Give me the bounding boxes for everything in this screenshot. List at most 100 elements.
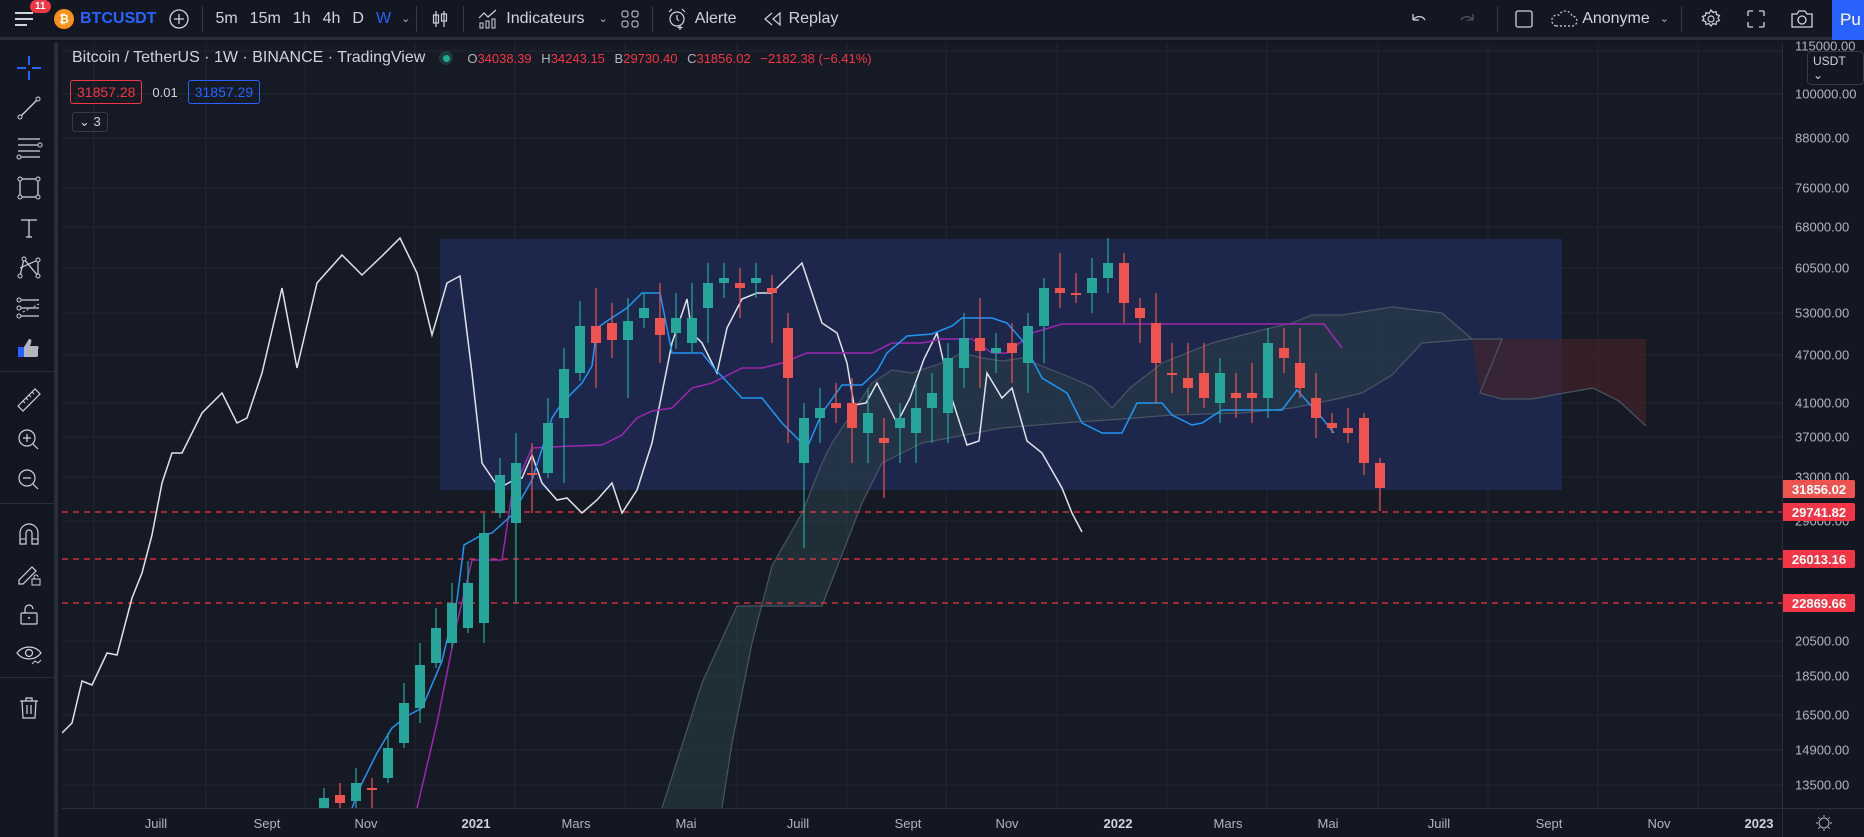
forecast-icon: [16, 297, 40, 319]
price-axis-label: 115000.00: [1795, 38, 1856, 54]
cloud-icon: [1551, 9, 1578, 27]
magnet-tool[interactable]: [12, 517, 46, 551]
chevron-down-icon[interactable]: ⌄: [401, 13, 411, 25]
separator: [416, 5, 418, 32]
price-axis-label: 41000.00: [1795, 395, 1850, 411]
grid-layout-icon: [621, 10, 639, 27]
horizontal-lines-icon: [16, 138, 43, 160]
remove-drawings[interactable]: [12, 691, 46, 725]
eye-icon: [16, 646, 42, 665]
level-price-tag: 26013.16: [1783, 550, 1855, 568]
level-price-tag: 29741.82: [1783, 503, 1855, 521]
square-icon: [1515, 9, 1533, 28]
chevron-down-icon: ⌄: [1813, 68, 1824, 82]
time-axis-label: Nov: [354, 816, 378, 831]
bitcoin-logo-icon: ₿: [54, 8, 74, 29]
time-axis-label: Mars: [561, 816, 591, 831]
buy-price-button[interactable]: 31857.29: [187, 80, 261, 104]
gear-icon: [1701, 8, 1721, 27]
chart-settings-corner[interactable]: [1782, 808, 1864, 837]
ruler-icon: [17, 388, 41, 412]
interval-w[interactable]: W: [375, 9, 392, 27]
compare-symbol-button[interactable]: [162, 0, 196, 39]
undo-icon: [1412, 13, 1426, 21]
separator: [1497, 5, 1499, 32]
chart-legend: Bitcoin / TetherUS · 1W · BINANCE · Trad…: [72, 49, 878, 67]
price-axis-label: 53000.00: [1795, 305, 1850, 321]
chart-pane[interactable]: Bitcoin / TetherUS · 1W · BINANCE · Trad…: [62, 43, 1782, 808]
fullscreen-button[interactable]: [1734, 0, 1778, 39]
prediction-tool[interactable]: [12, 291, 46, 325]
separator: [1681, 5, 1682, 32]
undo-button[interactable]: [1395, 0, 1443, 39]
zoom-out-tool[interactable]: [12, 463, 46, 497]
time-axis-label: 2022: [1103, 816, 1133, 831]
price-axis-label: 88000.00: [1795, 130, 1850, 146]
zoom-in-tool[interactable]: [12, 423, 46, 457]
price-axis[interactable]: 115000.00 100000.00 88000.00 76000.00 68000.…: [1782, 39, 1864, 808]
price-axis-label: 60500.00: [1795, 260, 1850, 276]
measure-tool[interactable]: [12, 383, 46, 417]
layouts-button[interactable]: [614, 0, 646, 39]
time-axis-label: Nov: [995, 816, 1019, 831]
sell-price-button[interactable]: 31857.28: [70, 80, 143, 104]
camera-icon: [1791, 9, 1813, 28]
lock-all-drawings[interactable]: [12, 597, 46, 631]
interval-1h[interactable]: 1h: [292, 9, 311, 27]
thumbs-up-icon: [18, 339, 39, 357]
screenshot-button[interactable]: [1778, 0, 1826, 39]
symbol-name: BTCUSDT: [80, 9, 157, 27]
market-open-indicator: [439, 51, 454, 65]
chart-type-button[interactable]: [423, 0, 457, 39]
level-price-tag: 22869.66: [1783, 594, 1855, 612]
trend-line-tool[interactable]: [12, 91, 46, 125]
chikou-span: [62, 236, 1083, 734]
price-axis-label: 16500.00: [1795, 707, 1850, 723]
shapes-tool[interactable]: [12, 171, 46, 205]
rewind-icon: [763, 11, 781, 26]
alert-label: Alerte: [694, 9, 737, 27]
select-layout-button[interactable]: [1504, 0, 1544, 39]
currency-selector[interactable]: USDT ⌄: [1807, 51, 1864, 85]
fib-tool[interactable]: [12, 131, 46, 165]
account-cloud-button[interactable]: Anonyme ⌄: [1544, 0, 1675, 39]
interval-15m[interactable]: 15m: [249, 9, 281, 27]
interval-4h[interactable]: 4h: [322, 9, 341, 27]
ohlc-values: O34038.39 H34243.15 B29730.40 C31856.02 …: [467, 50, 872, 66]
interval-group: 5m 15m 1h 4h D W ⌄: [209, 0, 410, 39]
kumo-bearish: [1472, 339, 1646, 426]
hide-drawings[interactable]: [12, 637, 46, 671]
trend-line-icon: [17, 96, 41, 120]
symbol-search-button[interactable]: ₿ BTCUSDT: [48, 0, 162, 39]
crosshair-tool[interactable]: [12, 51, 46, 85]
chevron-down-icon: ⌄: [1659, 13, 1669, 25]
icons-tool[interactable]: [12, 331, 46, 365]
tenkan-sen: [351, 292, 1335, 808]
trash-icon: [20, 697, 38, 719]
indicators-collapse-toggle[interactable]: ⌄ 3: [72, 112, 108, 132]
drawing-toolbar: [0, 43, 58, 837]
interval-5m[interactable]: 5m: [215, 9, 238, 27]
time-axis-label: Juill: [786, 816, 810, 831]
replay-label: Replay: [788, 9, 839, 27]
indicators-label: Indicateurs: [506, 9, 585, 27]
support-levels[interactable]: [62, 511, 1782, 604]
hamburger-icon: [15, 11, 33, 26]
redo-button[interactable]: [1443, 0, 1491, 39]
alert-button[interactable]: Alerte: [659, 0, 743, 39]
main-menu-button[interactable]: 11: [0, 0, 51, 39]
text-tool[interactable]: [12, 211, 46, 245]
replay-button[interactable]: Replay: [757, 0, 845, 39]
settings-button[interactable]: [1688, 0, 1734, 39]
separator: [463, 5, 465, 32]
time-axis[interactable]: Juill Sept Nov 2021 Mars Mai Juill Sept Nov 2022 M…: [62, 808, 1782, 837]
interval-d[interactable]: D: [352, 9, 364, 27]
indicators-button[interactable]: Indicateurs ⌄: [470, 0, 613, 39]
price-axis-label: 18500.00: [1795, 668, 1850, 684]
sun-icon: [1815, 815, 1832, 831]
time-axis-label: Nov: [1647, 816, 1671, 831]
publish-button[interactable]: Pu: [1832, 0, 1864, 40]
patterns-tool[interactable]: [12, 251, 46, 285]
lock-drawing-mode[interactable]: [12, 557, 46, 591]
notification-badge: 11: [30, 0, 51, 13]
